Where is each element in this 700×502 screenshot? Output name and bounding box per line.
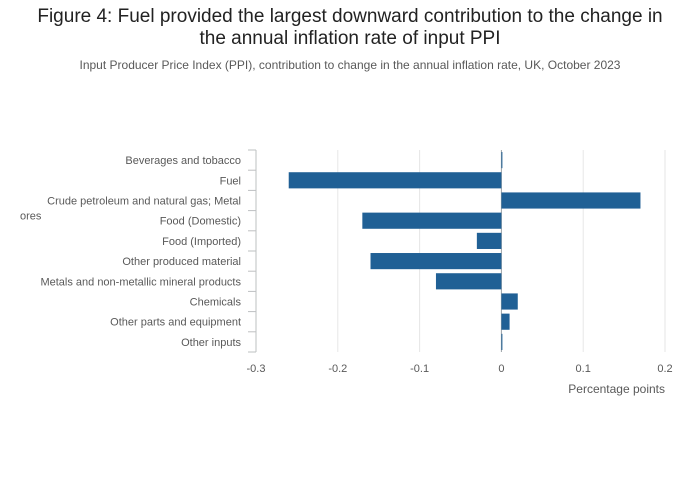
chart-title-line-2: the annual inflation rate of input PPI — [199, 28, 501, 49]
category-label: Metals and non-metallic mineral products — [40, 276, 241, 288]
x-axis: -0.3 -0.2 -0.1 0 0.1 0.2 — [247, 363, 673, 375]
x-tick-label: -0.1 — [410, 363, 429, 375]
category-label: Fuel — [220, 175, 241, 187]
bar — [362, 212, 502, 229]
category-label: Chemicals — [190, 297, 242, 309]
category-label: Food (Domestic) — [160, 216, 241, 228]
category-label-continuation: ores — [20, 211, 42, 223]
x-tick-label: 0.2 — [657, 363, 672, 375]
x-tick-label: -0.2 — [328, 363, 347, 375]
bar — [288, 172, 502, 189]
bar — [501, 152, 503, 169]
x-tick-label: -0.3 — [247, 363, 266, 375]
bar — [501, 333, 503, 350]
chart-title-line-1: Figure 4: Fuel provided the largest down… — [37, 6, 663, 27]
x-tick-label: 0.1 — [576, 363, 591, 375]
bar — [501, 313, 510, 330]
category-label: Other inputs — [181, 337, 241, 349]
bar — [370, 253, 502, 270]
y-axis: Beverages and tobacco Fuel Crude petroleum… — [20, 149, 257, 353]
category-label: Other produced material — [122, 256, 241, 268]
x-tick-label: 0 — [498, 363, 504, 375]
bar — [501, 192, 641, 209]
bar — [501, 293, 518, 310]
chart-subtitle: Input Producer Price Index (PPI), contri… — [79, 58, 621, 72]
x-axis-title: Percentage points — [568, 382, 665, 396]
bar — [476, 232, 502, 249]
bar — [435, 273, 502, 290]
category-label: Crude petroleum and natural gas; Metal — [47, 196, 241, 208]
chart-title: Figure 4: Fuel provided the largest down… — [0, 6, 700, 50]
category-label: Other parts and equipment — [110, 317, 241, 329]
bars — [288, 152, 641, 350]
category-label: Beverages and tobacco — [125, 155, 241, 167]
category-label: Food (Imported) — [162, 236, 241, 248]
